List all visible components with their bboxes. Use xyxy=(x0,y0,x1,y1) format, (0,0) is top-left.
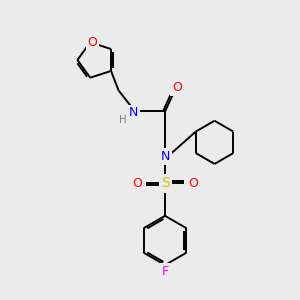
Text: N: N xyxy=(129,106,138,119)
Text: O: O xyxy=(172,81,182,94)
Text: S: S xyxy=(161,176,170,190)
Text: H: H xyxy=(118,116,126,125)
Text: O: O xyxy=(132,177,142,190)
Text: F: F xyxy=(161,265,169,278)
Text: O: O xyxy=(88,36,98,49)
Text: N: N xyxy=(160,150,170,163)
Text: O: O xyxy=(188,177,198,190)
